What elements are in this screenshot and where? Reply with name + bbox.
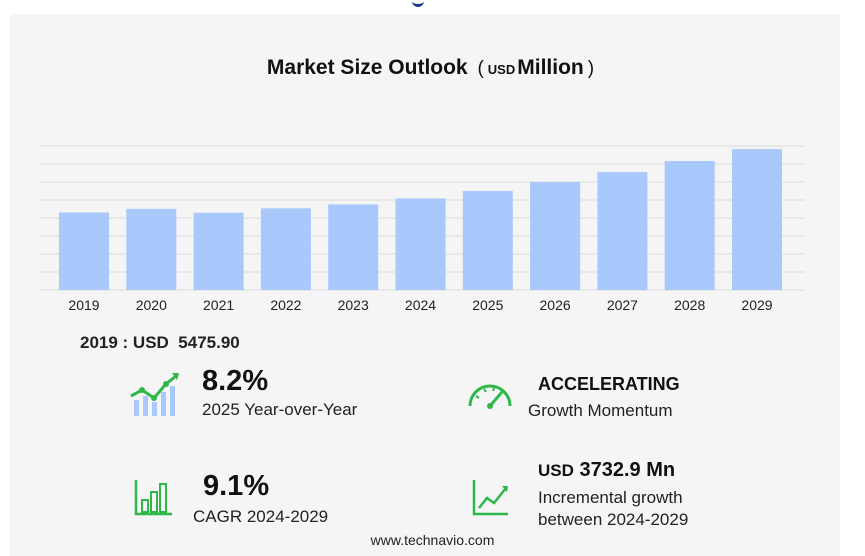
x-tick-2025: 2025 (472, 297, 503, 313)
momentum-label: Growth Momentum (528, 401, 673, 420)
bar-2028 (664, 161, 715, 290)
bar-2024 (395, 198, 446, 290)
x-tick-2023: 2023 (338, 297, 369, 313)
bar-2027 (597, 172, 648, 290)
chart-title: Market Size Outlook (USDMillion) (266, 56, 595, 79)
yoy-label: 2025 Year-over-Year (202, 400, 358, 419)
bar-2022 (260, 208, 311, 290)
incremental-line2: between 2024-2029 (538, 510, 689, 529)
cagr-value: 9.1% (203, 470, 270, 502)
cagr-stat: 9.1% CAGR 2024-2029 (193, 470, 328, 527)
bar-2026 (530, 181, 581, 290)
chart-title-main: Market Size Outlook (266, 56, 468, 79)
bar-2029 (732, 149, 782, 290)
momentum-stat: ACCELERATING Growth Momentum (528, 374, 680, 421)
chart-title-unit: USD (487, 62, 516, 77)
x-tick-2029: 2029 (741, 297, 772, 313)
momentum-value: ACCELERATING (538, 374, 680, 394)
yoy-stat: 8.2% 2025 Year-over-Year (202, 365, 357, 420)
top-edge-mark (412, 0, 424, 7)
growth-chart-icon (130, 373, 179, 416)
bar-2020 (126, 208, 177, 290)
x-tick-2019: 2019 (68, 297, 99, 313)
x-tick-2020: 2020 (136, 297, 167, 313)
incremental-value: USD 3732.9 Mn (538, 459, 688, 482)
x-tick-2027: 2027 (607, 297, 638, 313)
trend-line-icon (472, 480, 508, 516)
incremental-currency: USD (538, 461, 574, 480)
chart-title-unit-word: Million (517, 56, 584, 79)
bar-chart: 2019 2020 2021 2022 2023 2024 2025 2026 2027 2028… (40, 145, 805, 313)
bar-2023 (328, 204, 379, 290)
yoy-value: 8.2% (202, 365, 269, 397)
x-tick-2021: 2021 (203, 297, 234, 313)
incremental-amount: 3732.9 Mn (579, 459, 676, 481)
x-tick-2026: 2026 (540, 297, 571, 313)
base-year-label: 2019 : USD (80, 333, 169, 352)
x-tick-2028: 2028 (674, 297, 705, 313)
bar-chart-icon (134, 480, 172, 516)
footer-site: www.technavio.com (370, 532, 495, 548)
speedometer-icon (468, 384, 512, 409)
bar-2021 (193, 212, 244, 290)
bar-2025 (462, 191, 513, 290)
x-tick-2022: 2022 (270, 297, 301, 313)
cagr-label: CAGR 2024-2029 (193, 507, 329, 526)
base-year-number: 5475.90 (178, 333, 240, 352)
bar-2019 (59, 212, 109, 290)
x-tick-2024: 2024 (405, 297, 436, 313)
incremental-line1: Incremental growth (538, 488, 683, 507)
base-year-value: 2019 : USD 5475.90 (80, 333, 240, 353)
incremental-stat: USD 3732.9 Mn Incremental growth between… (538, 459, 688, 530)
